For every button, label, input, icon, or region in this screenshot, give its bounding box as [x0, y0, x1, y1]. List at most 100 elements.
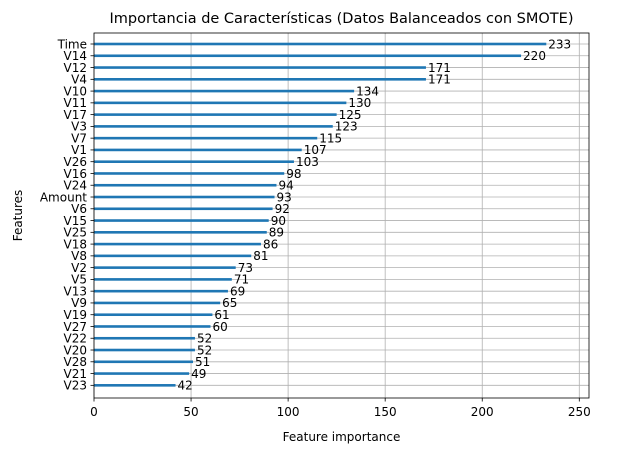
y-tick-label: V7: [71, 131, 87, 145]
y-tick-label: V26: [64, 155, 87, 169]
bar-v26: [94, 160, 294, 163]
y-tick-label: V8: [71, 249, 87, 263]
bar-v4: [94, 78, 426, 81]
bar-layer: [94, 42, 547, 387]
y-tick-label: V11: [64, 96, 87, 110]
y-tick-label: V21: [64, 367, 87, 381]
value-label: 94: [278, 179, 293, 193]
value-label: 171: [428, 73, 451, 87]
value-label: 134: [356, 84, 379, 98]
bar-v18: [94, 242, 261, 246]
value-label: 65: [222, 296, 237, 310]
y-tick-label: Time: [57, 37, 87, 51]
value-label: 130: [348, 96, 371, 110]
bar-v3: [94, 125, 333, 128]
y-tick-label: V3: [71, 120, 87, 134]
bar-v8: [94, 254, 252, 258]
x-tick-label: 0: [90, 405, 98, 419]
bar-v14: [94, 54, 522, 58]
value-label: 93: [277, 190, 292, 204]
value-label: 125: [339, 108, 362, 122]
bar-v9: [94, 301, 221, 305]
x-tick-label: 200: [471, 405, 494, 419]
value-label: 51: [195, 355, 210, 369]
bar-v20: [94, 348, 195, 352]
bar-v5: [94, 278, 232, 281]
y-tick-label: V22: [64, 332, 87, 346]
bar-v6: [94, 207, 273, 211]
y-tick-label: V14: [64, 49, 87, 63]
y-axis-label: Features: [11, 190, 25, 242]
y-tick-layer: TimeV14V12V4V10V11V17V3V7V1V26V16V24Amou…: [40, 37, 94, 393]
y-tick-label: V9: [71, 296, 87, 310]
value-label: 71: [234, 273, 249, 287]
value-label: 61: [214, 308, 229, 322]
value-label: 42: [178, 379, 193, 393]
x-tick-label: 250: [568, 405, 591, 419]
chart-title: Importancia de Características (Datos Ba…: [110, 11, 574, 27]
bar-v10: [94, 89, 355, 93]
value-label: 107: [304, 143, 327, 157]
y-tick-label: V13: [64, 284, 87, 298]
y-tick-label: V15: [64, 214, 87, 228]
grid-layer: [93, 33, 589, 398]
y-tick-label: V16: [64, 167, 87, 181]
value-label-layer: 2332201711711341301251231151071039894939…: [178, 37, 572, 392]
x-tick-label: 150: [374, 405, 397, 419]
value-label: 233: [548, 37, 571, 51]
value-label: 90: [271, 214, 286, 228]
y-tick-label: Amount: [40, 190, 87, 204]
value-label: 52: [197, 343, 212, 357]
y-tick-label: V28: [64, 355, 87, 369]
value-label: 89: [269, 226, 284, 240]
bar-time: [94, 42, 547, 46]
value-label: 220: [523, 49, 546, 63]
y-tick-label: V5: [71, 273, 87, 287]
x-tick-label: 50: [183, 405, 198, 419]
y-tick-label: V6: [71, 202, 87, 216]
value-label: 103: [296, 155, 319, 169]
value-label: 69: [230, 284, 245, 298]
bar-v1: [94, 148, 302, 152]
bar-v21: [94, 372, 190, 375]
bar-v19: [94, 313, 213, 317]
value-label: 86: [263, 237, 278, 251]
value-label: 123: [335, 120, 358, 134]
y-tick-label: V4: [71, 73, 87, 87]
y-tick-label: V20: [64, 343, 87, 357]
value-label: 92: [275, 202, 290, 216]
bar-v17: [94, 113, 337, 116]
y-tick-label: V23: [64, 379, 87, 393]
y-tick-label: V17: [64, 108, 87, 122]
value-label: 52: [197, 332, 212, 346]
value-label: 81: [253, 249, 268, 263]
x-tick-layer: 0 50 100 150 200 250: [90, 398, 591, 419]
bar-v16: [94, 172, 285, 175]
y-tick-label: V10: [64, 84, 87, 98]
bar-v28: [94, 360, 193, 364]
bar-v2: [94, 266, 236, 269]
value-label: 60: [212, 320, 227, 334]
y-tick-label: V1: [71, 143, 87, 157]
bar-v13: [94, 289, 228, 293]
value-label: 171: [428, 61, 451, 75]
x-axis-label: Feature importance: [283, 430, 401, 444]
bar-v23: [94, 384, 176, 387]
bar-v24: [94, 183, 277, 187]
y-tick-label: V12: [64, 61, 87, 75]
y-tick-label: V2: [71, 261, 87, 275]
bar-v25: [94, 231, 267, 234]
x-tick-label: 100: [277, 405, 300, 419]
y-tick-label: V24: [64, 179, 87, 193]
y-tick-label: V27: [64, 320, 87, 334]
plot-frame: [93, 32, 590, 399]
bar-amount: [94, 195, 275, 199]
bar-v11: [94, 101, 347, 105]
bar-v12: [94, 66, 426, 69]
value-label: 73: [238, 261, 253, 275]
value-label: 49: [191, 367, 206, 381]
y-tick-label: V19: [64, 308, 87, 322]
value-label: 115: [319, 131, 342, 145]
